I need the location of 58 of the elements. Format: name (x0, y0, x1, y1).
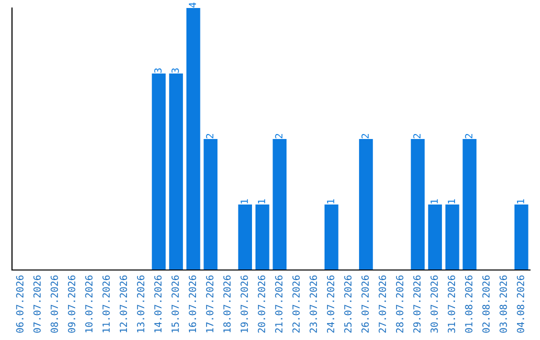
bar (428, 204, 442, 270)
bar (462, 139, 476, 270)
x-tick-label: 18.07.2026 (223, 275, 231, 332)
bar (186, 8, 200, 270)
x-tick-label: 14.07.2026 (154, 275, 162, 332)
x-tick-label: 24.07.2026 (326, 275, 334, 333)
x-tick-label: 25.07.2026 (344, 275, 352, 333)
data-label: 2 (206, 134, 214, 138)
data-label: 2 (361, 134, 369, 138)
x-tick-label: 13.07.2026 (136, 275, 144, 332)
x-tick-label: 03.08.2026 (500, 275, 507, 333)
x-tick-label: 22.07.2026 (292, 275, 300, 333)
x-tick-label: 06.07.2026 (16, 275, 24, 333)
data-label: 1 (258, 199, 266, 204)
x-tick-label: 11.07.2026 (102, 275, 110, 332)
x-tick-label: 04.08.2026 (516, 275, 524, 333)
bar (272, 139, 287, 270)
x-tick-label: 09.07.2026 (68, 275, 76, 333)
data-label: 1 (448, 199, 456, 204)
x-tick-label: 30.07.2026 (430, 275, 438, 333)
bar (238, 204, 252, 270)
x-tick-label: 29.07.2026 (413, 275, 421, 333)
bar (359, 139, 373, 270)
data-label: 2 (275, 134, 282, 138)
bar (324, 204, 338, 270)
data-label: 1 (327, 199, 334, 204)
x-tick-label: 23.07.2026 (310, 275, 318, 333)
data-label: 2 (413, 134, 420, 138)
x-tick-label: 15.07.2026 (172, 275, 179, 332)
x-tick-label: 12.07.2026 (120, 275, 128, 332)
x-tick-label: 07.07.2026 (33, 275, 41, 333)
x-tick-label: 16.07.2026 (188, 275, 196, 332)
data-label: 4 (188, 2, 196, 8)
data-label: 1 (516, 199, 524, 204)
x-tick-label: 31.07.2026 (448, 275, 456, 333)
data-label: 1 (240, 199, 248, 204)
x-tick-label: 27.07.2026 (378, 275, 386, 333)
data-label: 2 (465, 134, 472, 138)
data-label: 3 (172, 68, 179, 73)
x-tick-label: 20.07.2026 (258, 275, 266, 333)
x-tick-label: 26.07.2026 (361, 275, 369, 333)
x-tick-label: 01.08.2026 (465, 275, 472, 333)
x-tick-label: 28.07.2026 (396, 275, 404, 333)
bar (204, 139, 218, 270)
data-label: 3 (154, 68, 162, 73)
bar (514, 204, 528, 270)
x-tick-label: 17.07.2026 (206, 275, 214, 332)
x-tick-label: 08.07.2026 (50, 275, 58, 333)
x-tick-label: 02.08.2026 (482, 275, 490, 333)
data-label: 1 (430, 199, 438, 204)
bar (445, 204, 460, 270)
x-tick-label: 10.07.2026 (85, 275, 93, 332)
x-tick-label: 19.07.2026 (240, 275, 248, 332)
bar (169, 74, 183, 270)
bar (152, 74, 166, 270)
bar (255, 204, 270, 270)
x-tick-label: 21.07.2026 (275, 275, 282, 333)
bar (410, 139, 425, 270)
